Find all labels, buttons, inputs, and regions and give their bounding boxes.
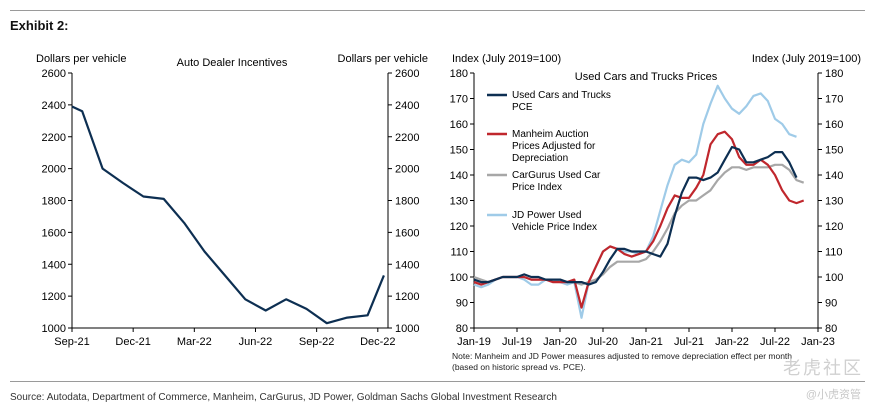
y-tick-label-right: 150	[825, 145, 843, 157]
x-tick-label: Mar-22	[177, 336, 212, 348]
series-line-manheim-auction-prices-adjusted-for-depreciation	[473, 130, 805, 309]
series-line-jd-power-used-vehicle-price-index	[473, 84, 797, 319]
legend-label: Used Cars and Trucks PCE	[512, 90, 611, 113]
y-axis-label-right: Index (July 2019=100)	[752, 53, 861, 65]
chart-title: Auto Dealer Incentives	[177, 57, 288, 69]
y-tick-label-right: 2400	[395, 100, 419, 112]
chart-title: Used Cars and Trucks Prices	[575, 71, 718, 83]
y-tick-label-left: 150	[450, 145, 468, 157]
y-tick-label-right: 90	[825, 298, 837, 310]
y-tick-label-left: 2000	[42, 164, 66, 176]
y-tick-label-right: 2200	[395, 132, 419, 144]
y-tick-label-right: 140	[825, 170, 843, 182]
x-tick-label: Sep-22	[299, 336, 334, 348]
y-tick-label-right: 1800	[395, 196, 419, 208]
x-tick-label: Jan-22	[715, 336, 749, 348]
auto-dealer-incentives-chart: Auto Dealer Incentives Dollars per vehic…	[36, 53, 428, 348]
y-tick-label-right: 2000	[395, 164, 419, 176]
legend-label: JD Power Used Vehicle Price Index	[512, 210, 597, 233]
x-tick-label: Jun-22	[239, 336, 273, 348]
y-tick-label-right: 100	[825, 272, 843, 284]
y-tick-label-left: 100	[450, 272, 468, 284]
x-tick-label: Jul-19	[502, 336, 532, 348]
bottom-rule	[10, 381, 865, 382]
y-tick-label-right: 80	[825, 323, 837, 335]
y-tick-label-left: 120	[450, 221, 468, 233]
y-tick-label-right: 130	[825, 196, 843, 208]
exhibit-title: Exhibit 2:	[10, 18, 69, 33]
source-line: Source: Autodata, Department of Commerce…	[10, 392, 557, 403]
y-tick-label-left: 1000	[42, 323, 66, 335]
y-tick-label-left: 110	[450, 247, 468, 259]
y-tick-label-left: 80	[456, 323, 468, 335]
x-tick-label: Dec-21	[115, 336, 150, 348]
used-car-prices-chart: Used Cars and Trucks Prices Index (July …	[450, 53, 861, 348]
legend-label: Manheim Auction Prices Adjusted for Deprec…	[512, 129, 596, 164]
x-tick-label: Jan-20	[543, 336, 577, 348]
y-tick-label-left: 1400	[42, 259, 66, 271]
x-tick-label: Jan-23	[801, 336, 835, 348]
top-rule	[10, 10, 865, 11]
y-tick-label-right: 110	[825, 247, 843, 259]
y-tick-label-left: 2600	[42, 68, 66, 80]
legend-label: CarGurus Used Car Price Index	[512, 170, 601, 193]
y-tick-label-left: 130	[450, 196, 468, 208]
y-tick-label-right: 2600	[395, 68, 419, 80]
y-tick-label-left: 170	[450, 94, 468, 106]
y-tick-label-right: 1000	[395, 323, 419, 335]
chart-note: Note: Manheim and JD Power measures adju…	[452, 351, 793, 372]
watermark-handle: @小虎资管	[805, 389, 861, 401]
y-tick-label-right: 1600	[395, 227, 419, 239]
x-tick-label: Jan-19	[457, 336, 491, 348]
x-tick-label: Jul-21	[674, 336, 704, 348]
y-tick-label-left: 2400	[42, 100, 66, 112]
y-tick-label-right: 120	[825, 221, 843, 233]
x-tick-label: Sep-21	[54, 336, 89, 348]
series-line	[71, 105, 385, 325]
series-line-used-cars-and-trucks-pce	[473, 145, 798, 286]
y-axis-label-left: Index (July 2019=100)	[452, 53, 561, 65]
y-tick-label-left: 180	[450, 68, 468, 80]
x-tick-label: Jul-20	[588, 336, 618, 348]
y-tick-label-left: 90	[456, 298, 468, 310]
y-tick-label-right: 1200	[395, 291, 419, 303]
y-tick-label-right: 170	[825, 94, 843, 106]
x-tick-label: Jan-21	[629, 336, 663, 348]
y-axis-label-left: Dollars per vehicle	[36, 53, 126, 65]
watermark: 老虎社区	[783, 358, 863, 378]
y-tick-label-left: 140	[450, 170, 468, 182]
y-tick-label-left: 2200	[42, 132, 66, 144]
x-tick-label: Dec-22	[360, 336, 395, 348]
y-tick-label-left: 1800	[42, 196, 66, 208]
y-tick-label-left: 160	[450, 119, 468, 131]
y-tick-label-left: 1600	[42, 227, 66, 239]
y-tick-label-right: 1400	[395, 259, 419, 271]
y-tick-label-right: 180	[825, 68, 843, 80]
y-axis-label-right: Dollars per vehicle	[338, 53, 428, 65]
x-tick-label: Jul-22	[760, 336, 790, 348]
y-tick-label-right: 160	[825, 119, 843, 131]
y-tick-label-left: 1200	[42, 291, 66, 303]
